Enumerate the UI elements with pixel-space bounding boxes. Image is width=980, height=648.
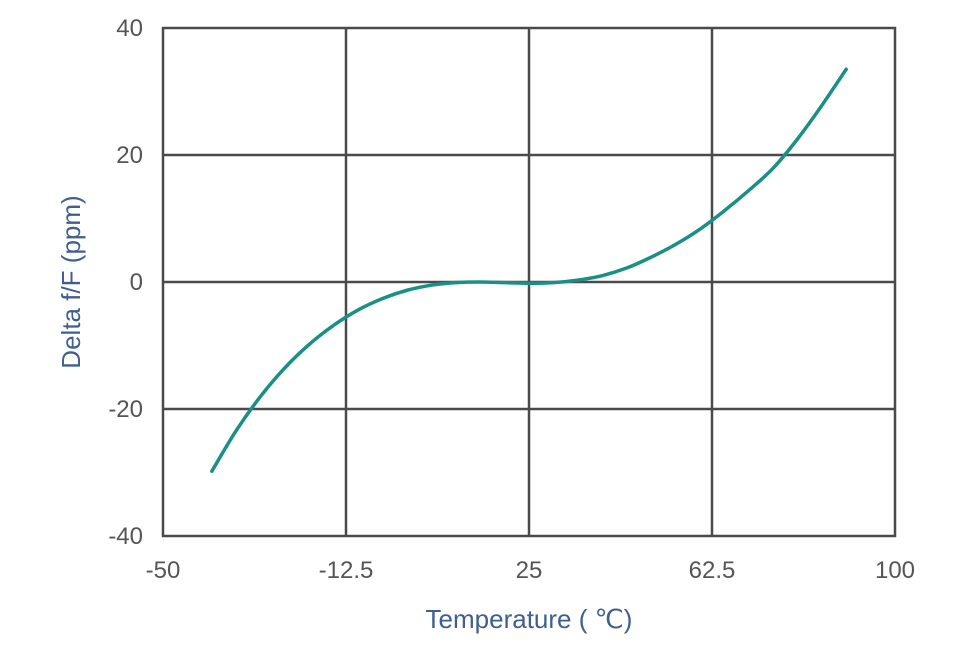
x-tick-label: -50 [146, 557, 181, 584]
tick-labels: -50 -12.5 25 62.5 100 -40 -20 0 20 40 [108, 15, 915, 584]
x-tick-label: 62.5 [689, 557, 736, 584]
x-axis-title: Temperature ( ℃) [426, 604, 633, 634]
y-tick-label: 40 [116, 15, 143, 42]
y-tick-label: 20 [116, 142, 143, 169]
x-tick-label: 100 [875, 557, 915, 584]
y-tick-label: 0 [130, 269, 143, 296]
x-tick-label: 25 [516, 557, 543, 584]
y-tick-label: -20 [108, 396, 143, 423]
series-layer [210, 67, 848, 473]
y-axis-title: Delta f/F (ppm) [56, 195, 86, 368]
plot-frame [161, 26, 897, 538]
y-tick-label: -40 [108, 523, 143, 550]
series-line [210, 67, 848, 473]
x-tick-label: -12.5 [319, 557, 374, 584]
